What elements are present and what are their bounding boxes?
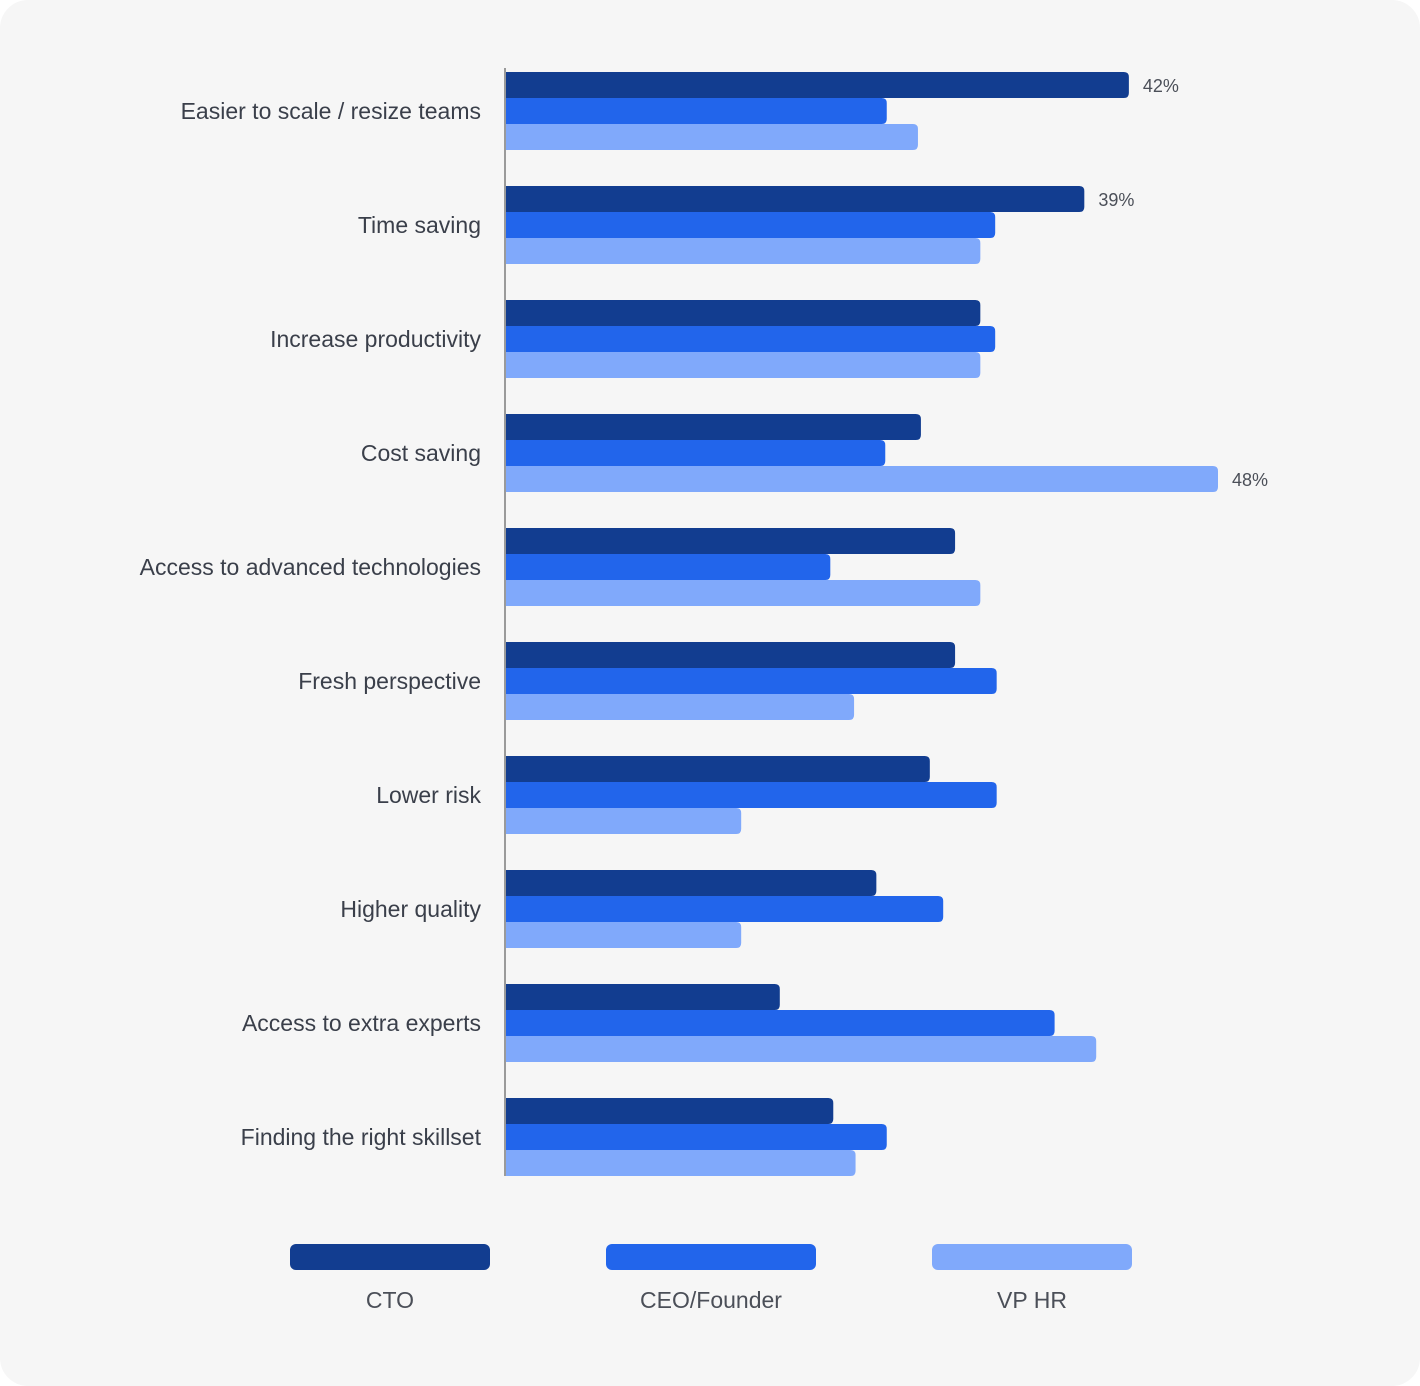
bar-vp-hr-higher-quality [505, 922, 742, 948]
data-label-cto-time-saving: 39% [1098, 190, 1134, 210]
category-label-time-saving: Time saving [358, 212, 481, 238]
bar-cto-cost-saving [505, 414, 921, 440]
bar-cto-increase-productivity [505, 300, 981, 326]
legend-swatch-ceo-founder [606, 1244, 816, 1270]
bar-cto-lower-risk [505, 756, 930, 782]
category-label-finding-the-right-skillset: Finding the right skillset [241, 1124, 482, 1150]
legend-label-ceo-founder: CEO/Founder [640, 1287, 782, 1313]
legend-swatch-cto [290, 1244, 490, 1270]
category-label-access-to-extra-experts: Access to extra experts [242, 1010, 481, 1036]
legend-swatch-vp-hr [932, 1244, 1132, 1270]
bar-cto-access-to-extra-experts [505, 984, 780, 1010]
bar-vp-hr-increase-productivity [505, 352, 981, 378]
data-labels: 42% 39% 48% [1098, 76, 1268, 490]
bar-ceo-founder-lower-risk [505, 782, 997, 808]
bar-vp-hr-access-to-advanced-technologies [505, 580, 981, 606]
bar-cto-finding-the-right-skillset [505, 1098, 834, 1124]
bar-vp-hr-fresh-perspective [505, 694, 855, 720]
category-label-easier-to-scale-resize-teams: Easier to scale / resize teams [181, 98, 481, 124]
bar-ceo-founder-access-to-advanced-technologies [505, 554, 831, 580]
legend-label-vp-hr: VP HR [997, 1287, 1067, 1313]
bar-ceo-founder-easier-to-scale-resize-teams [505, 98, 887, 124]
bar-ceo-founder-fresh-perspective [505, 668, 997, 694]
bar-vp-hr-easier-to-scale-resize-teams [505, 124, 918, 150]
bar-cto-time-saving [505, 186, 1085, 212]
data-label-cto-easier-to-scale-resize-teams: 42% [1143, 76, 1179, 96]
bar-cto-easier-to-scale-resize-teams [505, 72, 1129, 98]
bar-vp-hr-finding-the-right-skillset [505, 1150, 856, 1176]
category-label-access-to-advanced-technologies: Access to advanced technologies [140, 554, 481, 580]
legend-label-cto: CTO [366, 1287, 414, 1313]
data-label-vp-hr-cost-saving: 48% [1232, 470, 1268, 490]
category-label-higher-quality: Higher quality [340, 896, 481, 922]
category-label-lower-risk: Lower risk [376, 782, 481, 808]
category-labels: Easier to scale / resize teams Time savin… [140, 98, 482, 1150]
bar-vp-hr-access-to-extra-experts [505, 1036, 1097, 1062]
bar-cto-higher-quality [505, 870, 877, 896]
bar-vp-hr-time-saving [505, 238, 981, 264]
category-label-cost-saving: Cost saving [361, 440, 481, 466]
bar-ceo-founder-finding-the-right-skillset [505, 1124, 887, 1150]
legend: CTO CEO/Founder VP HR [290, 1244, 1132, 1313]
category-label-fresh-perspective: Fresh perspective [298, 668, 481, 694]
bar-ceo-founder-increase-productivity [505, 326, 996, 352]
bar-ceo-founder-higher-quality [505, 896, 944, 922]
bars-layer [505, 72, 1218, 1176]
bar-ceo-founder-access-to-extra-experts [505, 1010, 1055, 1036]
category-label-increase-productivity: Increase productivity [270, 326, 481, 352]
bar-vp-hr-lower-risk [505, 808, 742, 834]
bar-ceo-founder-time-saving [505, 212, 996, 238]
bar-cto-fresh-perspective [505, 642, 956, 668]
bar-cto-access-to-advanced-technologies [505, 528, 956, 554]
bar-ceo-founder-cost-saving [505, 440, 886, 466]
bar-vp-hr-cost-saving [505, 466, 1218, 492]
